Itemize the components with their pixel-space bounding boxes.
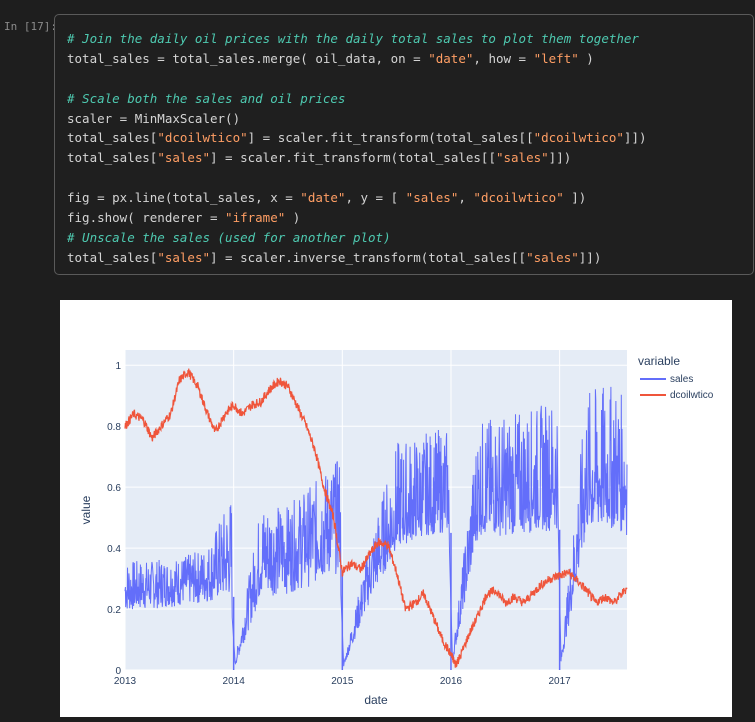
code-cell[interactable]: # Join the daily oil prices with the dai… (54, 14, 754, 275)
code-string: "dcoilwtico" (157, 130, 248, 146)
x-tick-labels: 2013 2014 2015 2016 2017 (114, 676, 571, 687)
code-line: # Scale both the sales and oil prices (67, 89, 647, 109)
y-tick-labels: 0 0.2 0.4 0.6 0.8 1 (107, 361, 121, 677)
code-token: , y = [ (345, 190, 406, 206)
code-token: ) (578, 50, 594, 66)
code-string: "dcoilwtico" (473, 190, 564, 206)
legend-dcoilwtico-label: dcoilwtico (670, 390, 714, 401)
cell-prompt: In [17]: (4, 20, 57, 33)
legend-item-dcoilwtico[interactable]: dcoilwtico (640, 390, 714, 401)
code-line: total_sales["sales"] = scaler.fit_transf… (67, 148, 647, 168)
x-tick-label: 2017 (549, 676, 572, 687)
code-token: ] = scaler.fit_transform(total_sales[[ (210, 150, 496, 166)
code-string: "date" (428, 50, 474, 66)
code-string: "sales" (495, 150, 549, 166)
code-line (67, 69, 647, 89)
code-line: # Unscale the sales (used for another pl… (67, 228, 647, 248)
code-token: ]]) (548, 150, 572, 166)
code-token: ]]) (623, 130, 647, 146)
code-line (67, 168, 647, 188)
code-string: "sales" (157, 150, 210, 166)
code-line: total_sales["sales"] = scaler.inverse_tr… (67, 248, 647, 268)
code-token: total_sales = total_sales.merge( oil_dat… (67, 50, 429, 66)
code-comment: # Unscale the sales (used for another pl… (67, 229, 391, 245)
code-line: # Join the daily oil prices with the dai… (67, 29, 647, 49)
y-tick-label: 0.6 (107, 483, 121, 494)
y-tick-label: 0.2 (107, 605, 121, 616)
code-token: fig.show( renderer = (67, 210, 226, 226)
x-tick-label: 2013 (114, 676, 137, 687)
legend-title: variable (638, 354, 680, 368)
code-string: "sales" (526, 249, 579, 265)
code-token: total_sales[ (67, 249, 158, 265)
code-string: "sales" (157, 249, 210, 265)
code-string: "iframe" (225, 210, 286, 226)
code-token: total_sales[ (67, 150, 158, 166)
x-tick-label: 2016 (440, 676, 463, 687)
code-string: "date" (300, 190, 346, 206)
line-chart[interactable]: 0 0.2 0.4 0.6 0.8 1 2013 2014 2015 2016 2017 valu… (60, 300, 732, 717)
y-axis-title: value (79, 495, 93, 524)
code-token: scaler = MinMaxScaler() (67, 110, 241, 126)
code-string: "left" (533, 50, 579, 66)
legend-item-sales[interactable]: sales (640, 374, 693, 385)
code-token: ]]) (578, 249, 602, 265)
y-tick-label: 0.4 (107, 544, 121, 555)
code-comment: # Scale both the sales and oil prices (67, 90, 346, 106)
code-token: , (458, 190, 474, 206)
code-line: scaler = MinMaxScaler() (67, 109, 647, 129)
plot-output: 0 0.2 0.4 0.6 0.8 1 2013 2014 2015 2016 2017 valu… (60, 300, 732, 717)
dcoilwtico-series-line (124, 368, 628, 668)
series-layer (124, 368, 628, 670)
y-tick-label: 0.8 (107, 422, 121, 433)
legend-sales-label: sales (670, 374, 693, 385)
y-tick-label: 1 (115, 361, 121, 372)
x-axis-title: date (364, 693, 388, 707)
code-token: ] = scaler.inverse_transform(total_sales… (210, 249, 527, 265)
code-line: fig.show( renderer = "iframe" ) (67, 208, 647, 228)
legend[interactable]: variable sales dcoilwtico (638, 354, 714, 401)
code-token: ]) (563, 190, 587, 206)
code-line: total_sales = total_sales.merge( oil_dat… (67, 49, 647, 69)
x-tick-label: 2015 (331, 676, 354, 687)
code-string: "dcoilwtico" (533, 130, 624, 146)
x-tick-label: 2014 (223, 676, 246, 687)
code-editor[interactable]: # Join the daily oil prices with the dai… (67, 29, 647, 268)
code-token: ) (285, 210, 301, 226)
code-comment: # Join the daily oil prices with the dai… (67, 31, 639, 46)
code-token: , how = (473, 50, 534, 66)
code-token: fig = px.line(total_sales, x = (67, 190, 301, 206)
code-string: "sales" (405, 190, 459, 206)
code-line: total_sales["dcoilwtico"] = scaler.fit_t… (67, 128, 647, 148)
code-token: total_sales[ (67, 130, 158, 146)
y-tick-label: 0 (115, 666, 121, 677)
code-line: fig = px.line(total_sales, x = "date", y… (67, 188, 647, 208)
code-token: ] = scaler.fit_transform(total_sales[[ (247, 130, 534, 146)
sales-series-line (124, 386, 628, 667)
